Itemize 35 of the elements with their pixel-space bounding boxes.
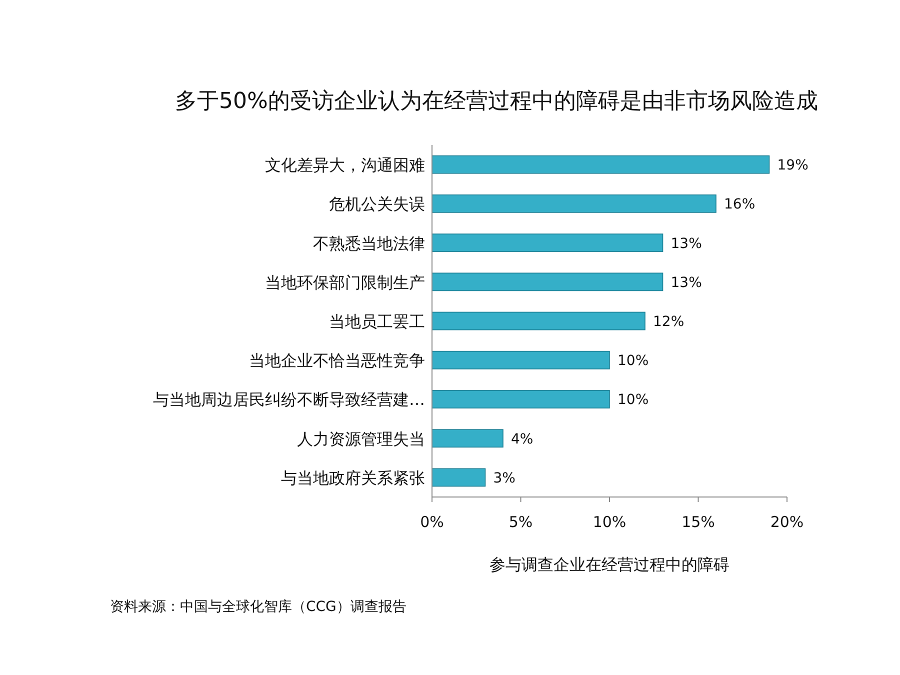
y-tick-label: 人力资源管理失当	[297, 429, 425, 448]
data-label: 10%	[618, 353, 649, 370]
chart-title: 多于50%的受访企业认为在经营过程中的障碍是由非市场风险造成	[175, 89, 818, 114]
data-label: 16%	[724, 196, 756, 213]
y-tick-label: 当地环保部门限制生产	[265, 272, 425, 292]
y-tick-label: 当地员工罢工	[329, 312, 425, 331]
data-label: 19%	[777, 158, 808, 174]
x-tick-label: 0%	[420, 513, 444, 531]
y-tick-label: 文化差异大，沟通困难	[265, 156, 425, 175]
bar	[432, 194, 716, 213]
bar	[432, 272, 664, 292]
data-label: 13%	[670, 236, 702, 252]
bar	[432, 390, 610, 408]
data-label: 13%	[670, 274, 702, 291]
data-label: 12%	[653, 314, 684, 330]
x-tick-label: 5%	[508, 513, 533, 531]
x-axis-title: 参与调查企业在经营过程中的障碍	[490, 555, 730, 574]
bar	[432, 234, 664, 252]
data-label: 4%	[511, 431, 534, 448]
bar	[432, 155, 770, 174]
y-tick-label: 当地企业不恰当恶性竞争	[249, 351, 425, 370]
bar	[432, 312, 646, 330]
bar	[432, 429, 504, 448]
bar	[432, 468, 486, 487]
x-tick-label: 20%	[770, 513, 804, 531]
data-label: 10%	[618, 392, 649, 408]
y-tick-label: 与当地周边居民纠纷不断导致经营建…	[153, 390, 425, 410]
y-tick-label: 危机公关失误	[329, 194, 425, 214]
x-tick-label: 10%	[592, 513, 626, 531]
text: 资料来源：中国与全球化智库（CCG）调查报告	[110, 599, 406, 615]
data-label: 3%	[493, 470, 516, 486]
x-tick-label: 15%	[682, 513, 715, 531]
y-tick-label: 不熟悉当地法律	[313, 234, 425, 253]
y-tick-label: 与当地政府关系紧张	[281, 468, 425, 488]
bar	[432, 350, 610, 370]
